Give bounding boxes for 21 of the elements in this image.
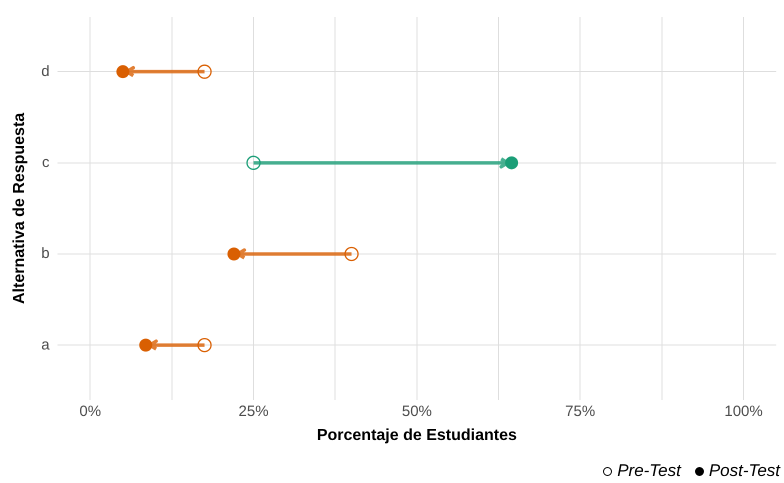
y-tick-label: c: [42, 154, 50, 171]
x-tick-label: 75%: [565, 402, 596, 420]
x-tick-label: 0%: [79, 402, 102, 420]
text: Post-Test: [708, 461, 780, 481]
y-tick-label: b: [41, 245, 50, 262]
text: Pre-Test: [617, 461, 681, 481]
y-tick-label: a: [41, 336, 50, 354]
x-tick-label: 50%: [402, 402, 432, 420]
point: [246, 156, 261, 170]
y-tick-label: d: [41, 62, 50, 80]
point: [197, 64, 212, 79]
point: [505, 156, 518, 170]
point: [227, 247, 240, 260]
x-tick-label: 25%: [238, 402, 269, 420]
point: [344, 246, 359, 262]
x-axis-title: Porcentaje de Estudiantes: [316, 426, 518, 444]
point: [197, 338, 212, 352]
point: [139, 338, 152, 352]
y-axis-title: Alternativa de Respuesta: [11, 112, 28, 304]
x-tick-label: 100%: [724, 402, 763, 420]
point: [116, 65, 130, 78]
